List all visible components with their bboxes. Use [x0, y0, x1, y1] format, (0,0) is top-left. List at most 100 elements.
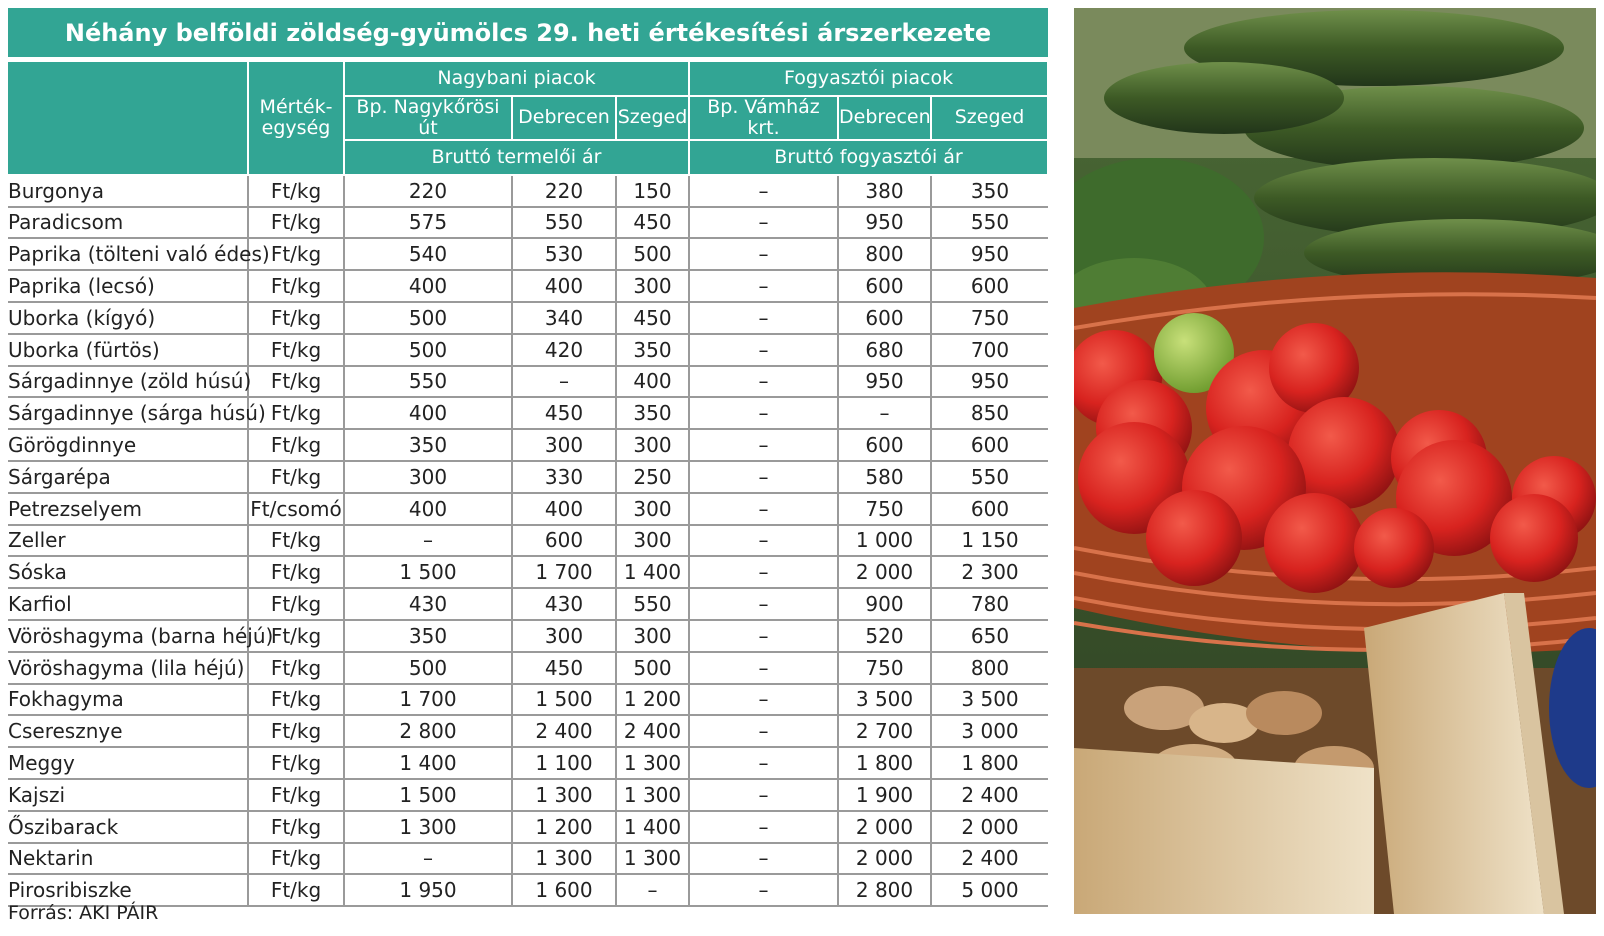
price-cell: 530: [511, 238, 616, 272]
price-cell: 1 400: [614, 556, 690, 590]
price-cell: 2 400: [930, 842, 1049, 876]
table-row: Cseresznye Ft/kg 2 800 2 400 2 400–2 700 3 00…: [8, 715, 1049, 749]
price-cell: 5 000: [930, 874, 1049, 908]
price-cell: 1 200: [614, 683, 690, 717]
product-name: Burgonya: [8, 173, 248, 208]
price-cell: 950: [930, 238, 1049, 272]
price-cell: 2 800: [343, 715, 512, 749]
price-cell: 300: [614, 270, 690, 303]
header-consumer-price: Bruttó fogyasztói ár: [688, 138, 1050, 176]
product-name: Nektarin: [8, 842, 248, 876]
table-row: Vöröshagyma (lila héjú) Ft/kg 500 450 500–75…: [8, 651, 1049, 685]
price-cell: 2 000: [837, 556, 932, 590]
price-cell: –: [688, 874, 839, 908]
price-cell: 2 400: [930, 778, 1049, 812]
product-name: Görögdinnye: [8, 429, 248, 462]
unit-cell: Ft/kg: [247, 333, 344, 367]
price-cell: 1 400: [614, 810, 690, 844]
unit-cell: Ft/csomó: [247, 492, 344, 526]
table-row: Kajszi Ft/kg 1 500 1 300 1 300–1 900 2 400: [8, 778, 1049, 812]
price-cell: 1 500: [343, 778, 512, 812]
header-market-3: Szeged: [614, 95, 691, 141]
table-row: Meggy Ft/kg 1 400 1 100 1 300–1 800 1 800: [8, 747, 1049, 780]
wooden-crate: [1074, 593, 1564, 914]
table-row: Karfiol Ft/kg 430 430 550–900 780: [8, 588, 1049, 621]
price-cell: 550: [343, 365, 512, 399]
product-name: Sárgadinnye (sárga húsú): [8, 397, 266, 431]
table-title: Néhány belföldi zöldség-gyümölcs 29. het…: [8, 8, 1048, 60]
unit-cell: Ft/kg: [247, 365, 344, 399]
product-name: Zeller: [8, 524, 248, 558]
unit-cell: Ft/kg: [247, 397, 344, 431]
unit-cell: Ft/kg: [247, 715, 344, 749]
table-row: Sárgadinnye (zöld húsú) Ft/kg 550–400–950 9…: [8, 365, 1049, 399]
price-cell: 400: [343, 397, 512, 431]
price-cell: 2 300: [930, 556, 1049, 590]
header-product: [8, 60, 249, 176]
price-cell: 1 150: [930, 524, 1049, 558]
price-cell: 3 500: [930, 683, 1049, 717]
price-cell: 420: [511, 333, 616, 367]
header-market-4: Bp. Vámház krt.: [688, 95, 840, 141]
header-wholesale-markets: Nagybani piacok: [342, 60, 691, 97]
price-cell: –: [343, 842, 512, 876]
price-cell: 600: [837, 301, 932, 335]
table-row: Petrezselyem Ft/csomó 400 400 300–750 600: [8, 492, 1049, 526]
price-cell: –: [688, 365, 839, 399]
unit-cell: Ft/kg: [247, 556, 344, 590]
price-cell: –: [837, 397, 932, 431]
price-cell: 900: [837, 588, 932, 621]
price-cell: 220: [511, 173, 616, 208]
price-cell: 2 000: [930, 810, 1049, 844]
price-cell: 400: [511, 270, 616, 303]
price-cell: –: [688, 270, 839, 303]
header-market-6: Szeged: [930, 95, 1050, 141]
price-cell: 300: [614, 619, 690, 653]
table-row: Vöröshagyma (barna héjú) Ft/kg 350 300 300–5…: [8, 619, 1049, 653]
price-cell: 450: [511, 397, 616, 431]
price-cell: –: [614, 874, 690, 908]
price-cell: –: [688, 683, 839, 717]
price-cell: 2 000: [837, 842, 932, 876]
table-row: Paprika (lecsó) Ft/kg 400 400 300–600 600: [8, 270, 1049, 303]
price-cell: –: [511, 365, 616, 399]
table-row: Görögdinnye Ft/kg 350 300 300–600 600: [8, 429, 1049, 462]
price-cell: 750: [837, 492, 932, 526]
unit-cell: Ft/kg: [247, 173, 344, 208]
price-cell: 2 400: [614, 715, 690, 749]
table-row: Zeller Ft/kg –600 300–1 000 1 150: [8, 524, 1049, 558]
price-cell: –: [343, 524, 512, 558]
price-cell: 1 800: [837, 747, 932, 780]
price-cell: 1 300: [343, 810, 512, 844]
price-cell: 1 200: [511, 810, 616, 844]
product-name: Paprika (lecsó): [8, 270, 248, 303]
price-cell: 1 900: [837, 778, 932, 812]
price-cell: 850: [930, 397, 1049, 431]
unit-cell: Ft/kg: [247, 588, 344, 621]
price-cell: 1 300: [511, 842, 616, 876]
unit-cell: Ft/kg: [247, 747, 344, 780]
cucumbers: [1104, 10, 1596, 287]
table-row: Nektarin Ft/kg –1 300 1 300–2 000 2 400: [8, 842, 1049, 876]
product-name: Petrezselyem: [8, 492, 248, 526]
price-cell: 580: [837, 460, 932, 494]
product-name: Kajszi: [8, 778, 248, 812]
price-cell: 600: [511, 524, 616, 558]
price-cell: 950: [837, 206, 932, 240]
price-cell: 1 300: [614, 778, 690, 812]
price-cell: 350: [343, 429, 512, 462]
price-cell: 680: [837, 333, 932, 367]
price-cell: 300: [614, 524, 690, 558]
source-note: Forrás: AKI PÁIR: [8, 902, 159, 924]
price-cell: 2 000: [837, 810, 932, 844]
product-name: Uborka (kígyó): [8, 301, 248, 335]
price-table: Mérték-egység Nagybani piacok Fogyasztói…: [8, 60, 1050, 908]
price-cell: 600: [930, 270, 1049, 303]
unit-cell: Ft/kg: [247, 619, 344, 653]
price-cell: 380: [837, 173, 932, 208]
price-cell: 350: [614, 397, 690, 431]
price-cell: 1 600: [511, 874, 616, 908]
table-row: Paprika (tölteni való édes) Ft/kg 540 530 50…: [8, 238, 1049, 272]
price-cell: 600: [837, 270, 932, 303]
price-table-body: Burgonya Ft/kg 220 220 150–380 350 Paradicsom F…: [8, 173, 1049, 908]
